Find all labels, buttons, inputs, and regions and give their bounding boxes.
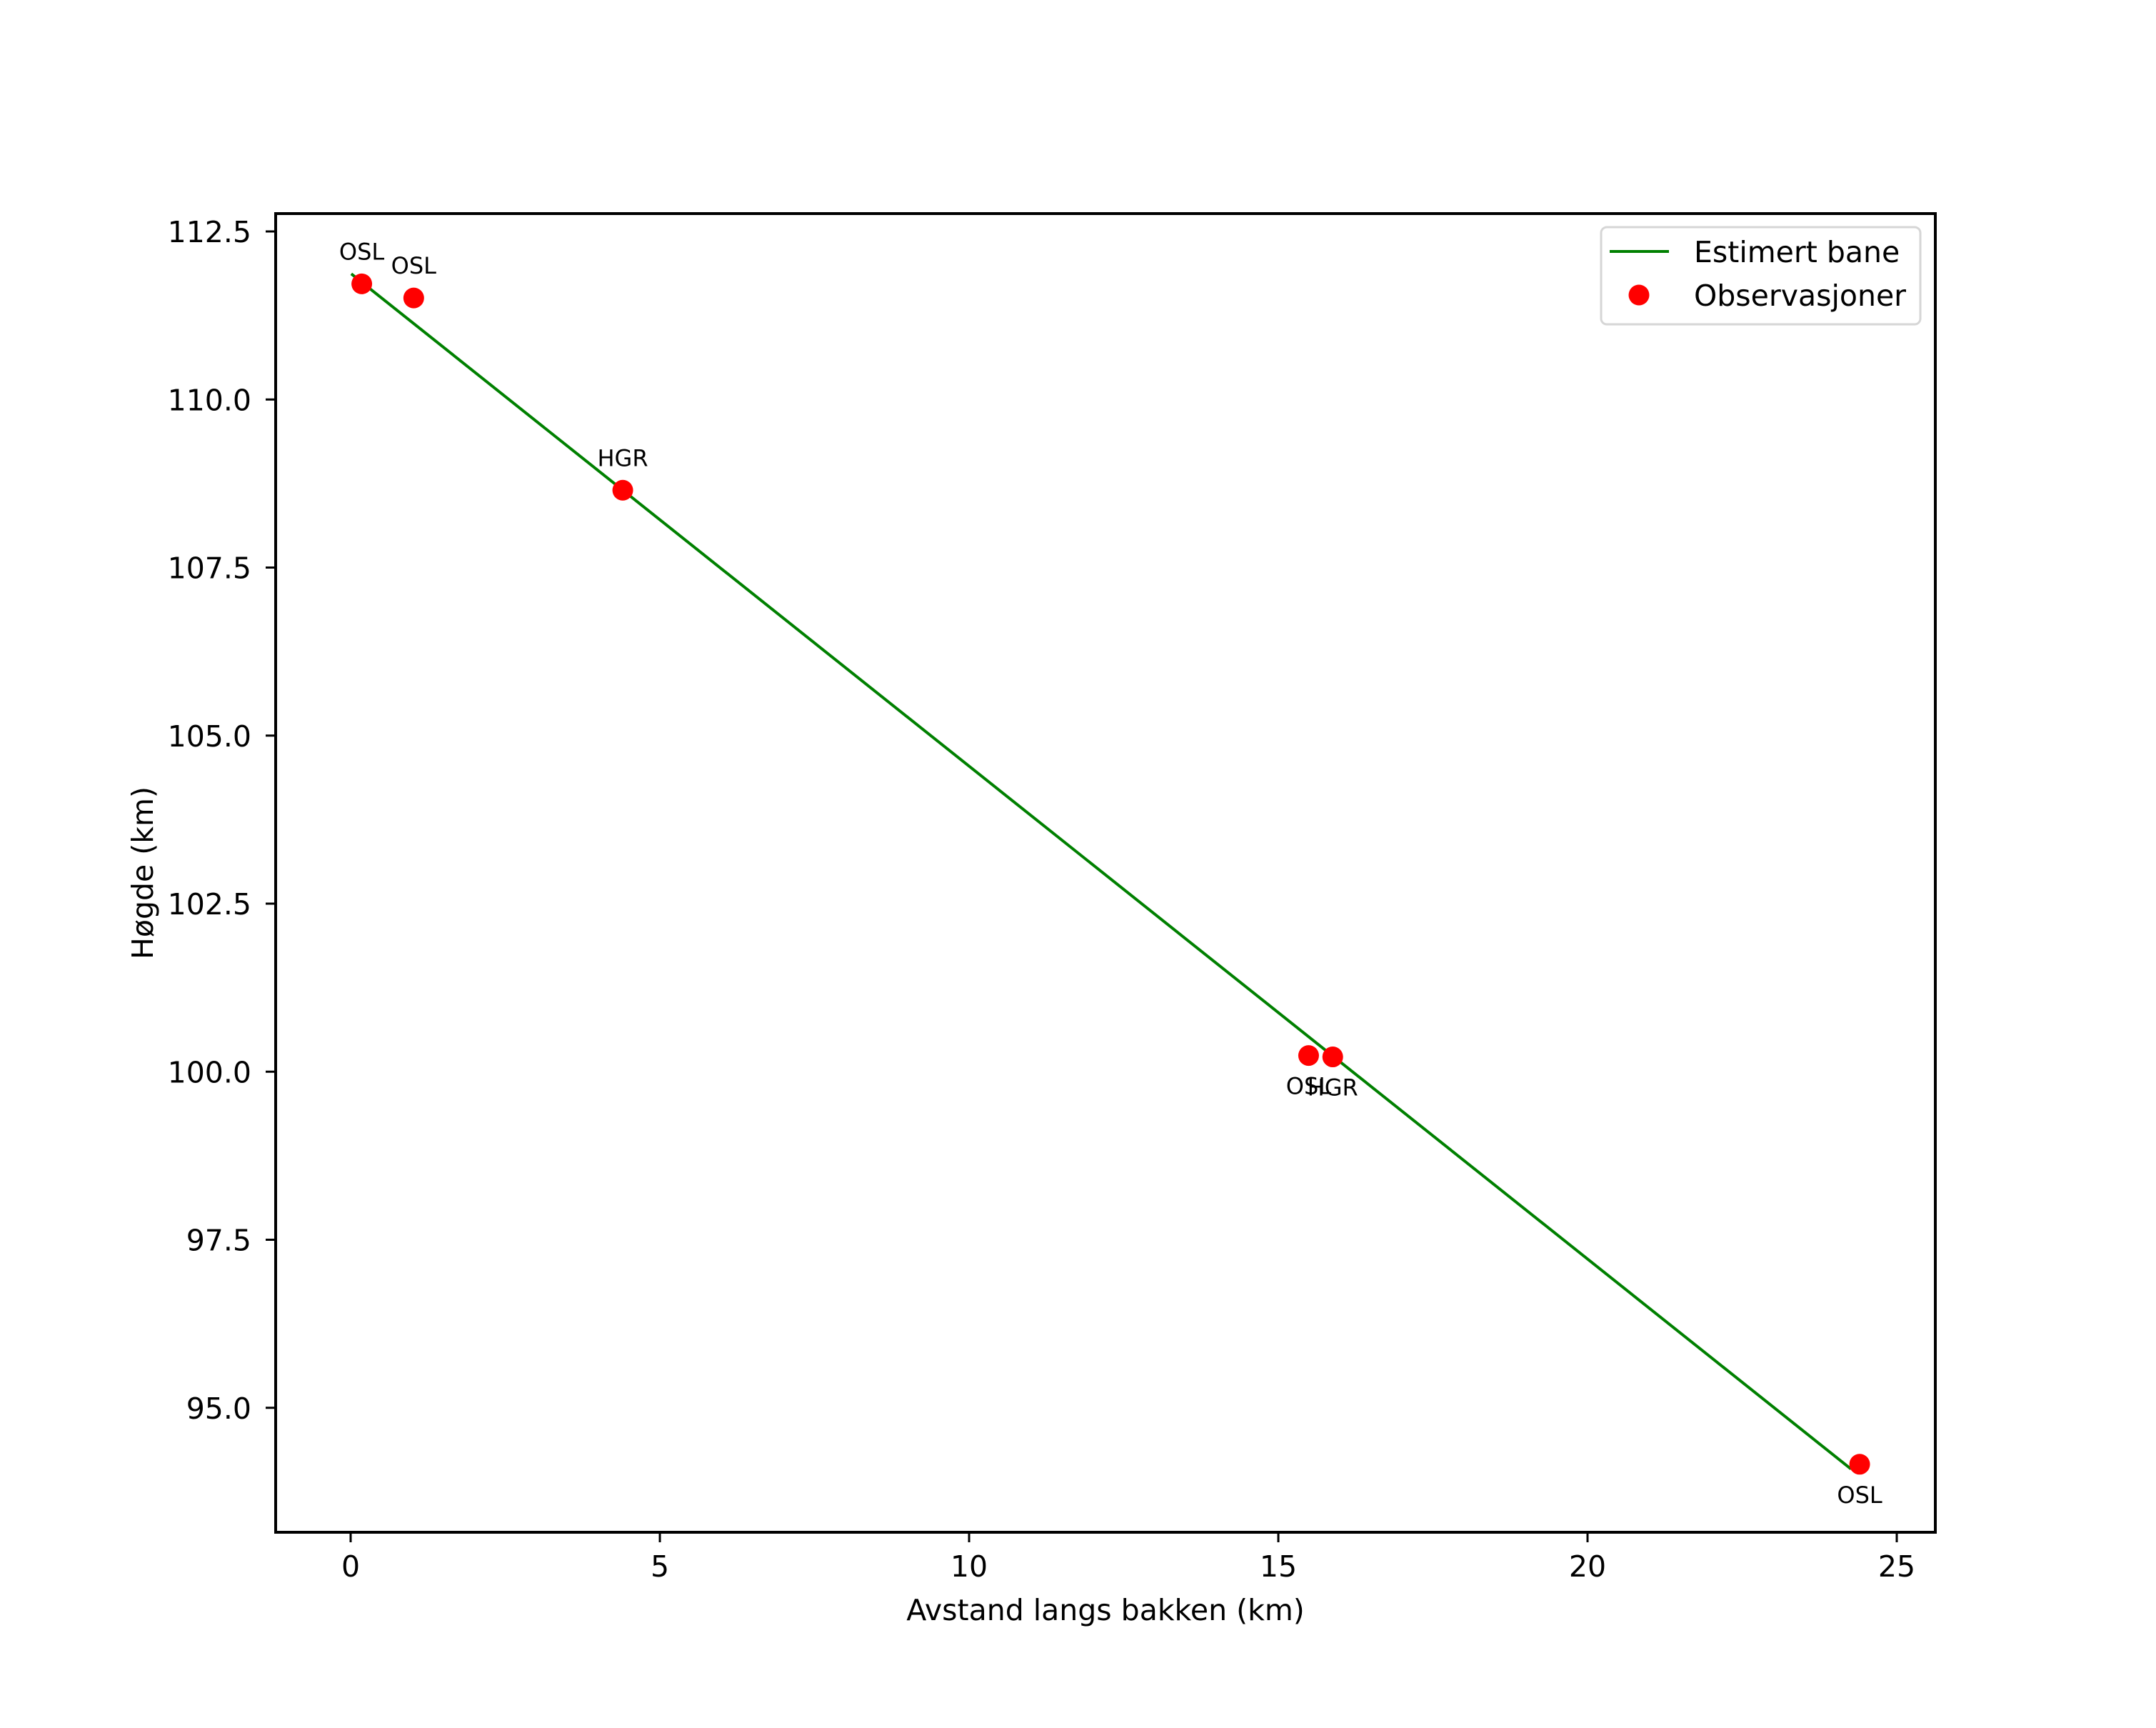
observation-station-label: HGR [597,444,648,471]
x-tick-label: 15 [1260,1549,1297,1584]
y-tick-label: 95.0 [186,1392,251,1426]
y-tick-label: 105.0 [168,719,251,754]
x-tick-label: 20 [1569,1549,1606,1584]
x-axis-label: Avstand langs bakken (km) [906,1593,1305,1627]
observation-station-label: OSL [339,238,385,265]
observation-station-label: HGR [1308,1074,1358,1102]
x-axis-ticks: 0 5 10 15 20 25 [341,1532,1915,1584]
y-tick-label: 107.5 [168,551,251,586]
y-tick-label: 102.5 [168,887,251,922]
x-tick-label: 10 [951,1549,988,1584]
x-tick-label: 5 [651,1549,669,1584]
y-tick-label: 100.0 [168,1055,251,1089]
observation-station-label: OSL [1837,1482,1882,1509]
y-tick-label: 97.5 [186,1224,251,1258]
y-axis-ticks: 95.0 97.5 100.0 102.5 105.0 107.5 110.0 112.5 [168,215,276,1426]
observation-marker [1298,1045,1319,1067]
estimated-path-line [350,272,1852,1470]
legend: Estimert bane Observasjoner [1600,226,1922,326]
y-tick-label: 110.0 [168,383,251,417]
observation-marker [1322,1047,1343,1068]
observation-marker [403,287,424,309]
observation-station-label: OSL [391,252,437,279]
legend-label-observations: Observasjoner [1694,279,1906,313]
legend-dot-icon [1628,284,1650,306]
y-tick-label: 112.5 [168,215,251,249]
axes-frame [274,212,1937,1534]
x-tick-label: 25 [1878,1549,1915,1584]
legend-box [1600,226,1922,326]
series-layer [350,272,1870,1475]
observation-marker [612,479,633,501]
observation-marker [1849,1454,1870,1475]
x-tick-label: 0 [341,1549,360,1584]
legend-label-estimated-path: Estimert bane [1694,235,1900,269]
y-axis-label: Høgde (km) [126,786,160,959]
observation-marker [351,273,373,294]
observation-station-label: OSL [1286,1073,1332,1100]
